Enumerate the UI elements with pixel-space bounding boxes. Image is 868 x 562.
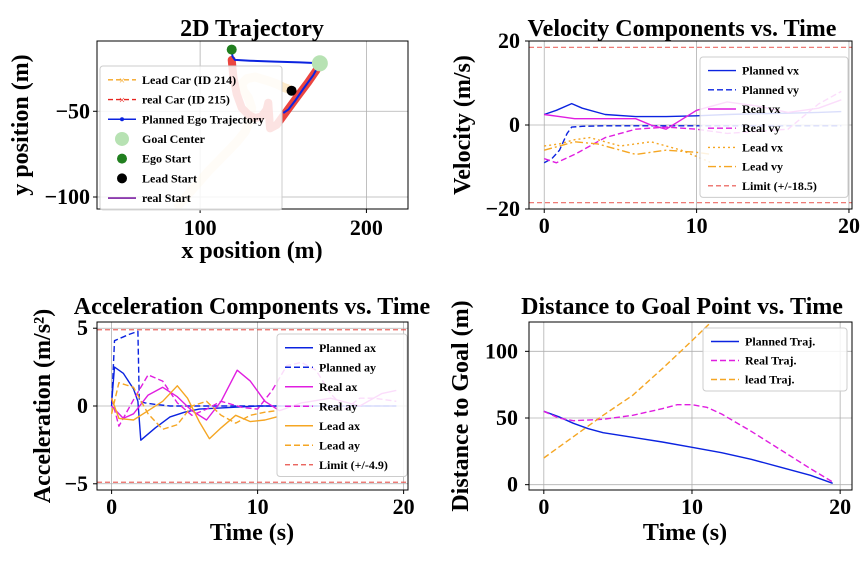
axes-frame xyxy=(528,321,853,491)
legend-label: Ego Start xyxy=(142,152,191,166)
legend-label: Planned vx xyxy=(742,64,799,78)
x-tick-label: 10 xyxy=(681,494,703,519)
legend-label: Real vy xyxy=(742,121,780,135)
legend-marker-x: × xyxy=(119,95,125,107)
legend-label: Lead Car (ID 214) xyxy=(142,73,236,87)
x-tick-label: 20 xyxy=(829,494,851,519)
plot-area xyxy=(543,322,834,484)
legend-label: Planned Traj. xyxy=(745,335,815,349)
legend-box xyxy=(702,327,848,392)
y-tick-label: 0 xyxy=(77,393,88,418)
legend-label: Lead Start xyxy=(142,171,197,185)
legend-label: Lead vx xyxy=(742,140,783,154)
x-tick-label: 0 xyxy=(538,494,549,519)
legend-box xyxy=(276,333,408,477)
x-axis-label: x position (m) xyxy=(181,238,322,264)
y-tick-label: 0 xyxy=(507,472,518,497)
series-line-planned-ay xyxy=(110,330,397,407)
legend-marker xyxy=(117,173,127,184)
chart-panel-1: 100 200 −50 −100 2D Trajectory x position (m)… xyxy=(8,16,409,264)
legend: Planned vx Planned vy Real vx Real vy Lead v… xyxy=(699,56,849,198)
legend-label: Lead vy xyxy=(742,160,783,174)
legend-label: Real Traj. xyxy=(745,354,797,368)
y-tick-label: −50 xyxy=(55,98,90,123)
legend-label: Planned ax xyxy=(319,341,376,355)
y-tick-label: −20 xyxy=(485,196,520,221)
y-tick-label: 0 xyxy=(509,112,520,137)
marker-ego-start xyxy=(226,44,237,55)
legend-label: Planned Ego Trajectory xyxy=(142,112,264,126)
x-tick-label: 100 xyxy=(184,215,217,240)
series-line-lead-ax xyxy=(110,385,277,440)
legend-label: Lead ay xyxy=(319,438,360,452)
legend-dot xyxy=(120,117,124,122)
x-tick-label: 20 xyxy=(838,213,860,238)
series-line-lead-traj- xyxy=(543,322,712,459)
chart-panel-4: 0 10 20 100 50 0 Distance to Goal Point vs. Ti… xyxy=(448,294,853,546)
x-tick-label: 20 xyxy=(393,494,415,519)
legend-marker xyxy=(115,131,129,146)
legend-label: real Start xyxy=(142,191,191,205)
series-line-real-traj- xyxy=(543,404,834,483)
series-line-planned-ego-trajectory xyxy=(230,49,321,114)
legend-label: Planned vy xyxy=(742,83,799,97)
x-tick-label: 200 xyxy=(350,215,383,240)
legend-label: Real ax xyxy=(319,380,357,394)
legend: × Lead Car (ID 214) × real Car (ID 215) Plan… xyxy=(99,65,283,211)
y-axis-label: Acceleration (m/s²) xyxy=(30,309,56,503)
legend-label: real Car (ID 215) xyxy=(142,93,230,107)
series-line-planned-traj- xyxy=(543,410,833,484)
chart-title: Velocity Components vs. Time xyxy=(528,16,837,42)
legend-marker xyxy=(117,153,127,164)
legend-label: Planned ay xyxy=(319,360,376,374)
chart-title: Distance to Goal Point vs. Time xyxy=(521,294,843,320)
y-tick-label: −100 xyxy=(44,184,90,209)
y-tick-label: 20 xyxy=(498,28,520,53)
legend: Planned Traj. Real Traj. lead Traj. xyxy=(702,327,848,392)
x-tick-label: 10 xyxy=(686,213,708,238)
x-axis-label: Time (s) xyxy=(210,520,294,546)
marker-goal-center xyxy=(311,55,328,72)
y-tick-label: 100 xyxy=(485,338,518,363)
x-axis-label: Time (s) xyxy=(643,520,727,546)
series-line-real-ay xyxy=(110,361,397,427)
chart-title: 2D Trajectory xyxy=(180,16,324,42)
chart-title: Acceleration Components vs. Time xyxy=(74,294,431,320)
legend-box xyxy=(99,65,283,211)
x-tick-label: 10 xyxy=(247,494,269,519)
series-line-lead-vy xyxy=(544,141,712,156)
legend-label: Lead ax xyxy=(319,419,360,433)
legend-label: Goal Center xyxy=(142,132,206,146)
y-axis-label: Velocity (m/s) xyxy=(450,55,476,195)
y-tick-label: −5 xyxy=(64,471,88,496)
series-line-lead-ay xyxy=(110,382,277,430)
x-tick-label: 0 xyxy=(539,213,550,238)
chart-panel-3: 0 10 20 5 0 −5 Acceleration Components vs. Tim… xyxy=(30,294,431,546)
legend-label: Real ay xyxy=(319,399,357,413)
legend-label: lead Traj. xyxy=(745,373,795,387)
x-tick-label: 0 xyxy=(106,494,117,519)
legend-label: Limit (+/-18.5) xyxy=(742,179,817,193)
y-tick-label: 50 xyxy=(496,405,518,430)
legend: Planned ax Planned ay Real ax Real ay Lead a… xyxy=(276,333,408,477)
legend-box xyxy=(699,56,849,198)
y-tick-label: 5 xyxy=(77,315,88,340)
chart-panel-2: 0 10 20 20 0 −20 Velocity Components vs. Time V… xyxy=(450,16,860,238)
legend-label: Real vx xyxy=(742,102,780,116)
marker-lead-start xyxy=(286,85,297,96)
legend-marker-x: × xyxy=(119,75,125,87)
y-axis-label: y position (m) xyxy=(8,54,34,195)
y-axis-label: Distance to Goal (m) xyxy=(448,300,474,511)
legend-label: Limit (+/-4.9) xyxy=(319,458,388,472)
series-line-lead-vx xyxy=(544,136,713,164)
